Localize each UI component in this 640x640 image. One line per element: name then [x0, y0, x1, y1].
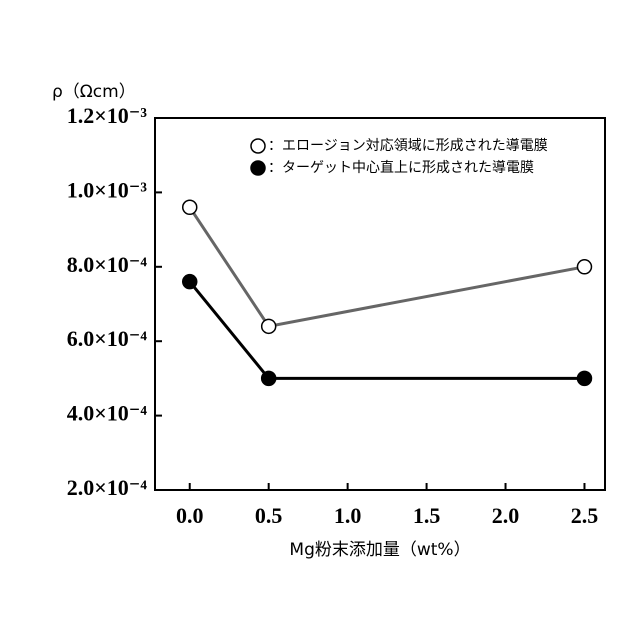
- legend-marker: [251, 161, 265, 175]
- y-tick-label: 1.0×10⁻³: [67, 177, 148, 202]
- page: {"chart_data": {"type": "line", "y_label…: [0, 0, 640, 640]
- legend-marker: [251, 139, 265, 153]
- data-point: [577, 260, 591, 274]
- chart: ρ（Ωcm） Mg粉末添加量（wt%） 2.0×10⁻⁴ 4.0×10⁻⁴ 6.0×…: [0, 0, 640, 640]
- y-tick-label: 6.0×10⁻⁴: [67, 326, 148, 351]
- data-point: [183, 275, 197, 289]
- data-point: [262, 371, 276, 385]
- x-tick-label: 0.5: [255, 503, 283, 528]
- legend-label: ：ターゲット中心直上に形成された導電膜: [268, 159, 534, 176]
- data-point: [183, 200, 197, 214]
- x-tick-label: 2.5: [571, 503, 599, 528]
- data-point: [577, 371, 591, 385]
- series-line: [190, 207, 585, 326]
- y-axis-label: ρ（Ωcm）: [52, 82, 136, 102]
- x-tick-label: 1.5: [413, 503, 441, 528]
- x-tick-label: 1.0: [334, 503, 362, 528]
- x-tick-label: 0.0: [176, 503, 204, 528]
- data-point: [262, 319, 276, 333]
- y-tick-label: 1.2×10⁻³: [67, 103, 148, 128]
- x-axis-label: Mg粉末添加量（wt%）: [289, 540, 470, 560]
- y-tick-label: 8.0×10⁻⁴: [67, 252, 148, 277]
- x-tick-label: 2.0: [492, 503, 520, 528]
- y-tick-label: 4.0×10⁻⁴: [67, 401, 148, 426]
- legend-label: ：エロージョン対応領域に形成された導電膜: [268, 137, 548, 154]
- y-tick-label: 2.0×10⁻⁴: [67, 475, 148, 500]
